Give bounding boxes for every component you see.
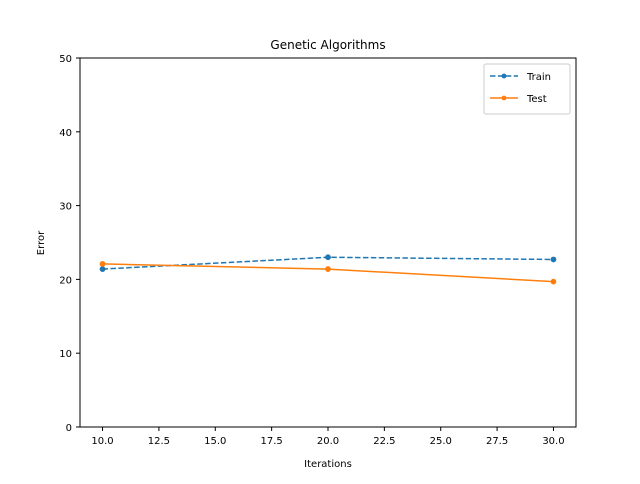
x-tick-label: 22.5 [373, 436, 395, 447]
test-legend-label: Test [526, 94, 547, 105]
x-axis-label: Iterations [304, 459, 352, 470]
y-tick-label: 30 [59, 202, 72, 213]
plot-area [99, 254, 557, 285]
train-data-point [325, 254, 331, 261]
x-tick-label: 25.0 [430, 436, 452, 447]
x-tick-label: 12.5 [148, 436, 170, 447]
x-axis: 10.0 12.5 15.0 17.5 20.0 22.5 25.0 27.5 30.0 [91, 427, 565, 447]
x-tick-label: 17.5 [261, 436, 283, 447]
y-tick-label: 50 [59, 54, 72, 65]
x-tick-label: 20.0 [317, 436, 339, 447]
x-tick-label: 10.0 [91, 436, 113, 447]
x-tick-label: 27.5 [486, 436, 508, 447]
test-data-point [550, 278, 557, 285]
train-legend-marker [501, 73, 507, 79]
x-tick-label: 30.0 [542, 436, 564, 447]
test-legend-marker [501, 95, 507, 101]
chart-legend: Train Test [483, 63, 571, 115]
train-legend-label: Train [526, 72, 551, 83]
y-tick-label: 40 [59, 128, 72, 139]
train-data-point [550, 256, 557, 263]
y-axis-label: Error [36, 230, 47, 255]
y-axis: 0 10 20 30 40 50 [59, 54, 80, 434]
y-tick-label: 0 [66, 423, 72, 434]
test-data-point [99, 261, 106, 267]
y-tick-label: 20 [59, 275, 72, 286]
x-tick-label: 15.0 [204, 436, 226, 447]
test-data-point [325, 266, 331, 272]
chart-title: Genetic Algorithms [270, 38, 385, 52]
y-tick-label: 10 [59, 349, 72, 360]
train-data-point [99, 266, 106, 272]
